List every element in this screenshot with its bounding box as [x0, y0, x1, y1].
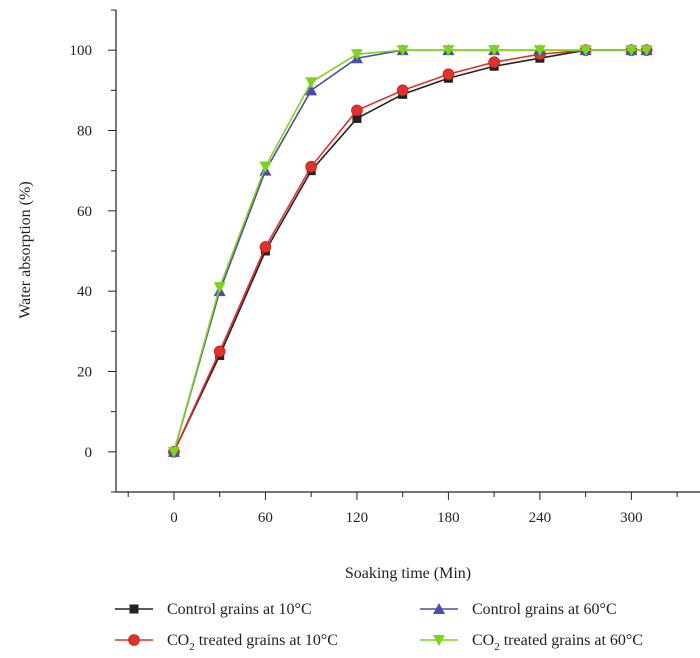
legend-label-rest: treated grains at 60°C: [500, 632, 643, 649]
series-0: [169, 45, 652, 457]
series-layer: [167, 44, 653, 458]
x-tick-label: 300: [620, 510, 643, 526]
data-point: [305, 160, 317, 173]
y-tick-label: 0: [85, 445, 93, 461]
legend-label: CO2 treated grains at 10°C: [167, 632, 338, 653]
x-tick-label: 120: [346, 510, 369, 526]
legend-label-main: CO: [472, 632, 494, 649]
data-point: [351, 104, 363, 117]
data-point: [396, 84, 409, 97]
x-axis-title: Soaking time (Min): [345, 565, 471, 582]
data-point: [213, 345, 226, 358]
y-axis-title: Water absorption (%): [17, 181, 34, 318]
data-point: [488, 45, 501, 57]
legend-marker: [128, 634, 140, 646]
data-point: [442, 68, 455, 81]
series-line: [173, 49, 647, 453]
x-tick-label: 0: [170, 510, 178, 526]
legend-item: Control grains at 10°C: [115, 601, 312, 618]
series-3: [167, 45, 653, 458]
data-point: [533, 45, 546, 57]
legend-label: Control grains at 60°C: [472, 601, 617, 618]
legend-item: CO2 treated grains at 60°C: [420, 632, 643, 653]
legend-label-main: Control grains at 60°C: [472, 601, 617, 618]
legend-label: Control grains at 10°C: [167, 601, 312, 618]
data-point: [625, 45, 638, 57]
data-point: [350, 49, 363, 61]
legend-label-subscript: 2: [189, 641, 195, 653]
data-point: [640, 45, 653, 57]
x-tick-label: 60: [258, 510, 273, 526]
legend-marker: [433, 635, 445, 646]
legend-item: CO2 treated grains at 10°C: [115, 632, 338, 653]
legend-label-rest: treated grains at 10°C: [195, 632, 338, 649]
y-tick-label: 100: [70, 43, 93, 59]
series-line: [173, 49, 647, 453]
axes: 0 60 120 180 240 300 0 20 40 60 80 100: [70, 9, 700, 526]
data-point: [259, 161, 272, 173]
y-tick-label: 20: [77, 365, 92, 381]
legend-marker: [129, 604, 139, 614]
data-point: [259, 241, 272, 253]
data-point: [167, 446, 180, 458]
series-line: [173, 49, 647, 453]
data-point: [396, 45, 409, 57]
legend-label-main: CO: [167, 632, 189, 649]
y-tick-label: 40: [77, 284, 92, 300]
series-line: [173, 49, 647, 453]
legend-marker: [433, 603, 445, 614]
data-point: [213, 282, 226, 294]
y-tick-label: 80: [77, 124, 92, 140]
data-point: [352, 113, 362, 123]
legend-label: CO2 treated grains at 60°C: [472, 632, 643, 653]
series-1: [168, 44, 653, 458]
x-tick-label: 240: [529, 510, 552, 526]
x-tick-label: 180: [437, 510, 460, 526]
data-point: [305, 84, 318, 96]
series-2: [167, 44, 653, 457]
data-point: [579, 45, 592, 57]
data-point: [305, 77, 318, 89]
y-tick-label: 60: [77, 204, 92, 220]
legend-item: Control grains at 60°C: [420, 601, 617, 618]
data-point: [488, 56, 500, 69]
legend-label-main: Control grains at 10°C: [167, 601, 312, 618]
data-point: [442, 45, 455, 57]
legend-label-subscript: 2: [494, 641, 500, 653]
